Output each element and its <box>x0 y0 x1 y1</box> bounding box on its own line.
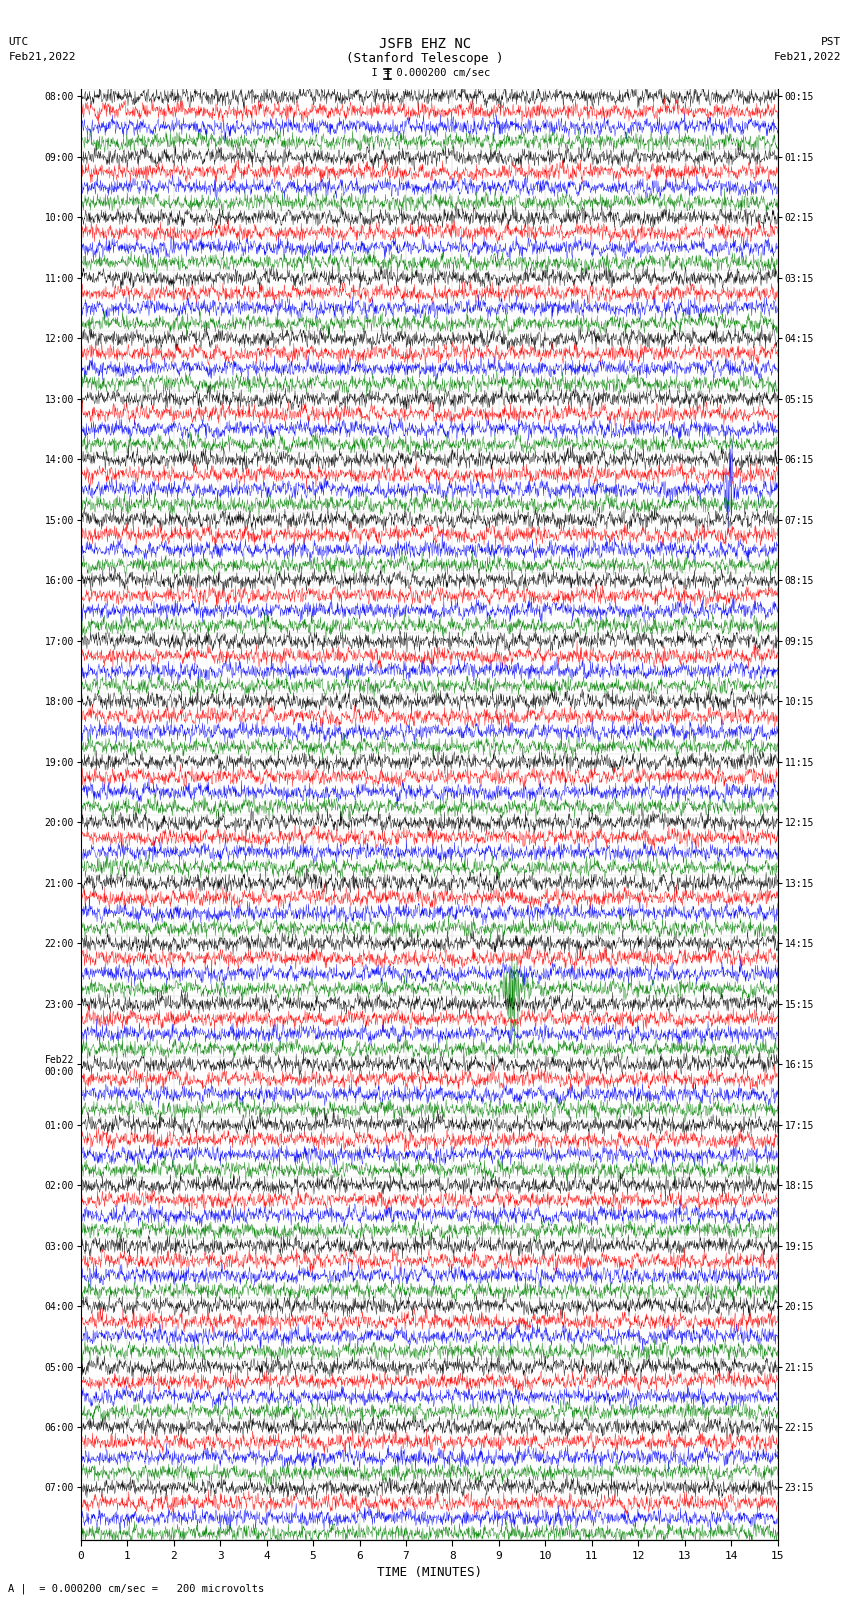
Text: Feb21,2022: Feb21,2022 <box>774 52 842 61</box>
Text: Feb21,2022: Feb21,2022 <box>8 52 76 61</box>
Text: JSFB EHZ NC: JSFB EHZ NC <box>379 37 471 52</box>
Text: A |  = 0.000200 cm/sec =   200 microvolts: A | = 0.000200 cm/sec = 200 microvolts <box>8 1582 264 1594</box>
Text: (Stanford Telescope ): (Stanford Telescope ) <box>346 52 504 65</box>
X-axis label: TIME (MINUTES): TIME (MINUTES) <box>377 1566 482 1579</box>
Text: I = 0.000200 cm/sec: I = 0.000200 cm/sec <box>360 68 490 77</box>
Text: PST: PST <box>821 37 842 47</box>
Text: UTC: UTC <box>8 37 29 47</box>
